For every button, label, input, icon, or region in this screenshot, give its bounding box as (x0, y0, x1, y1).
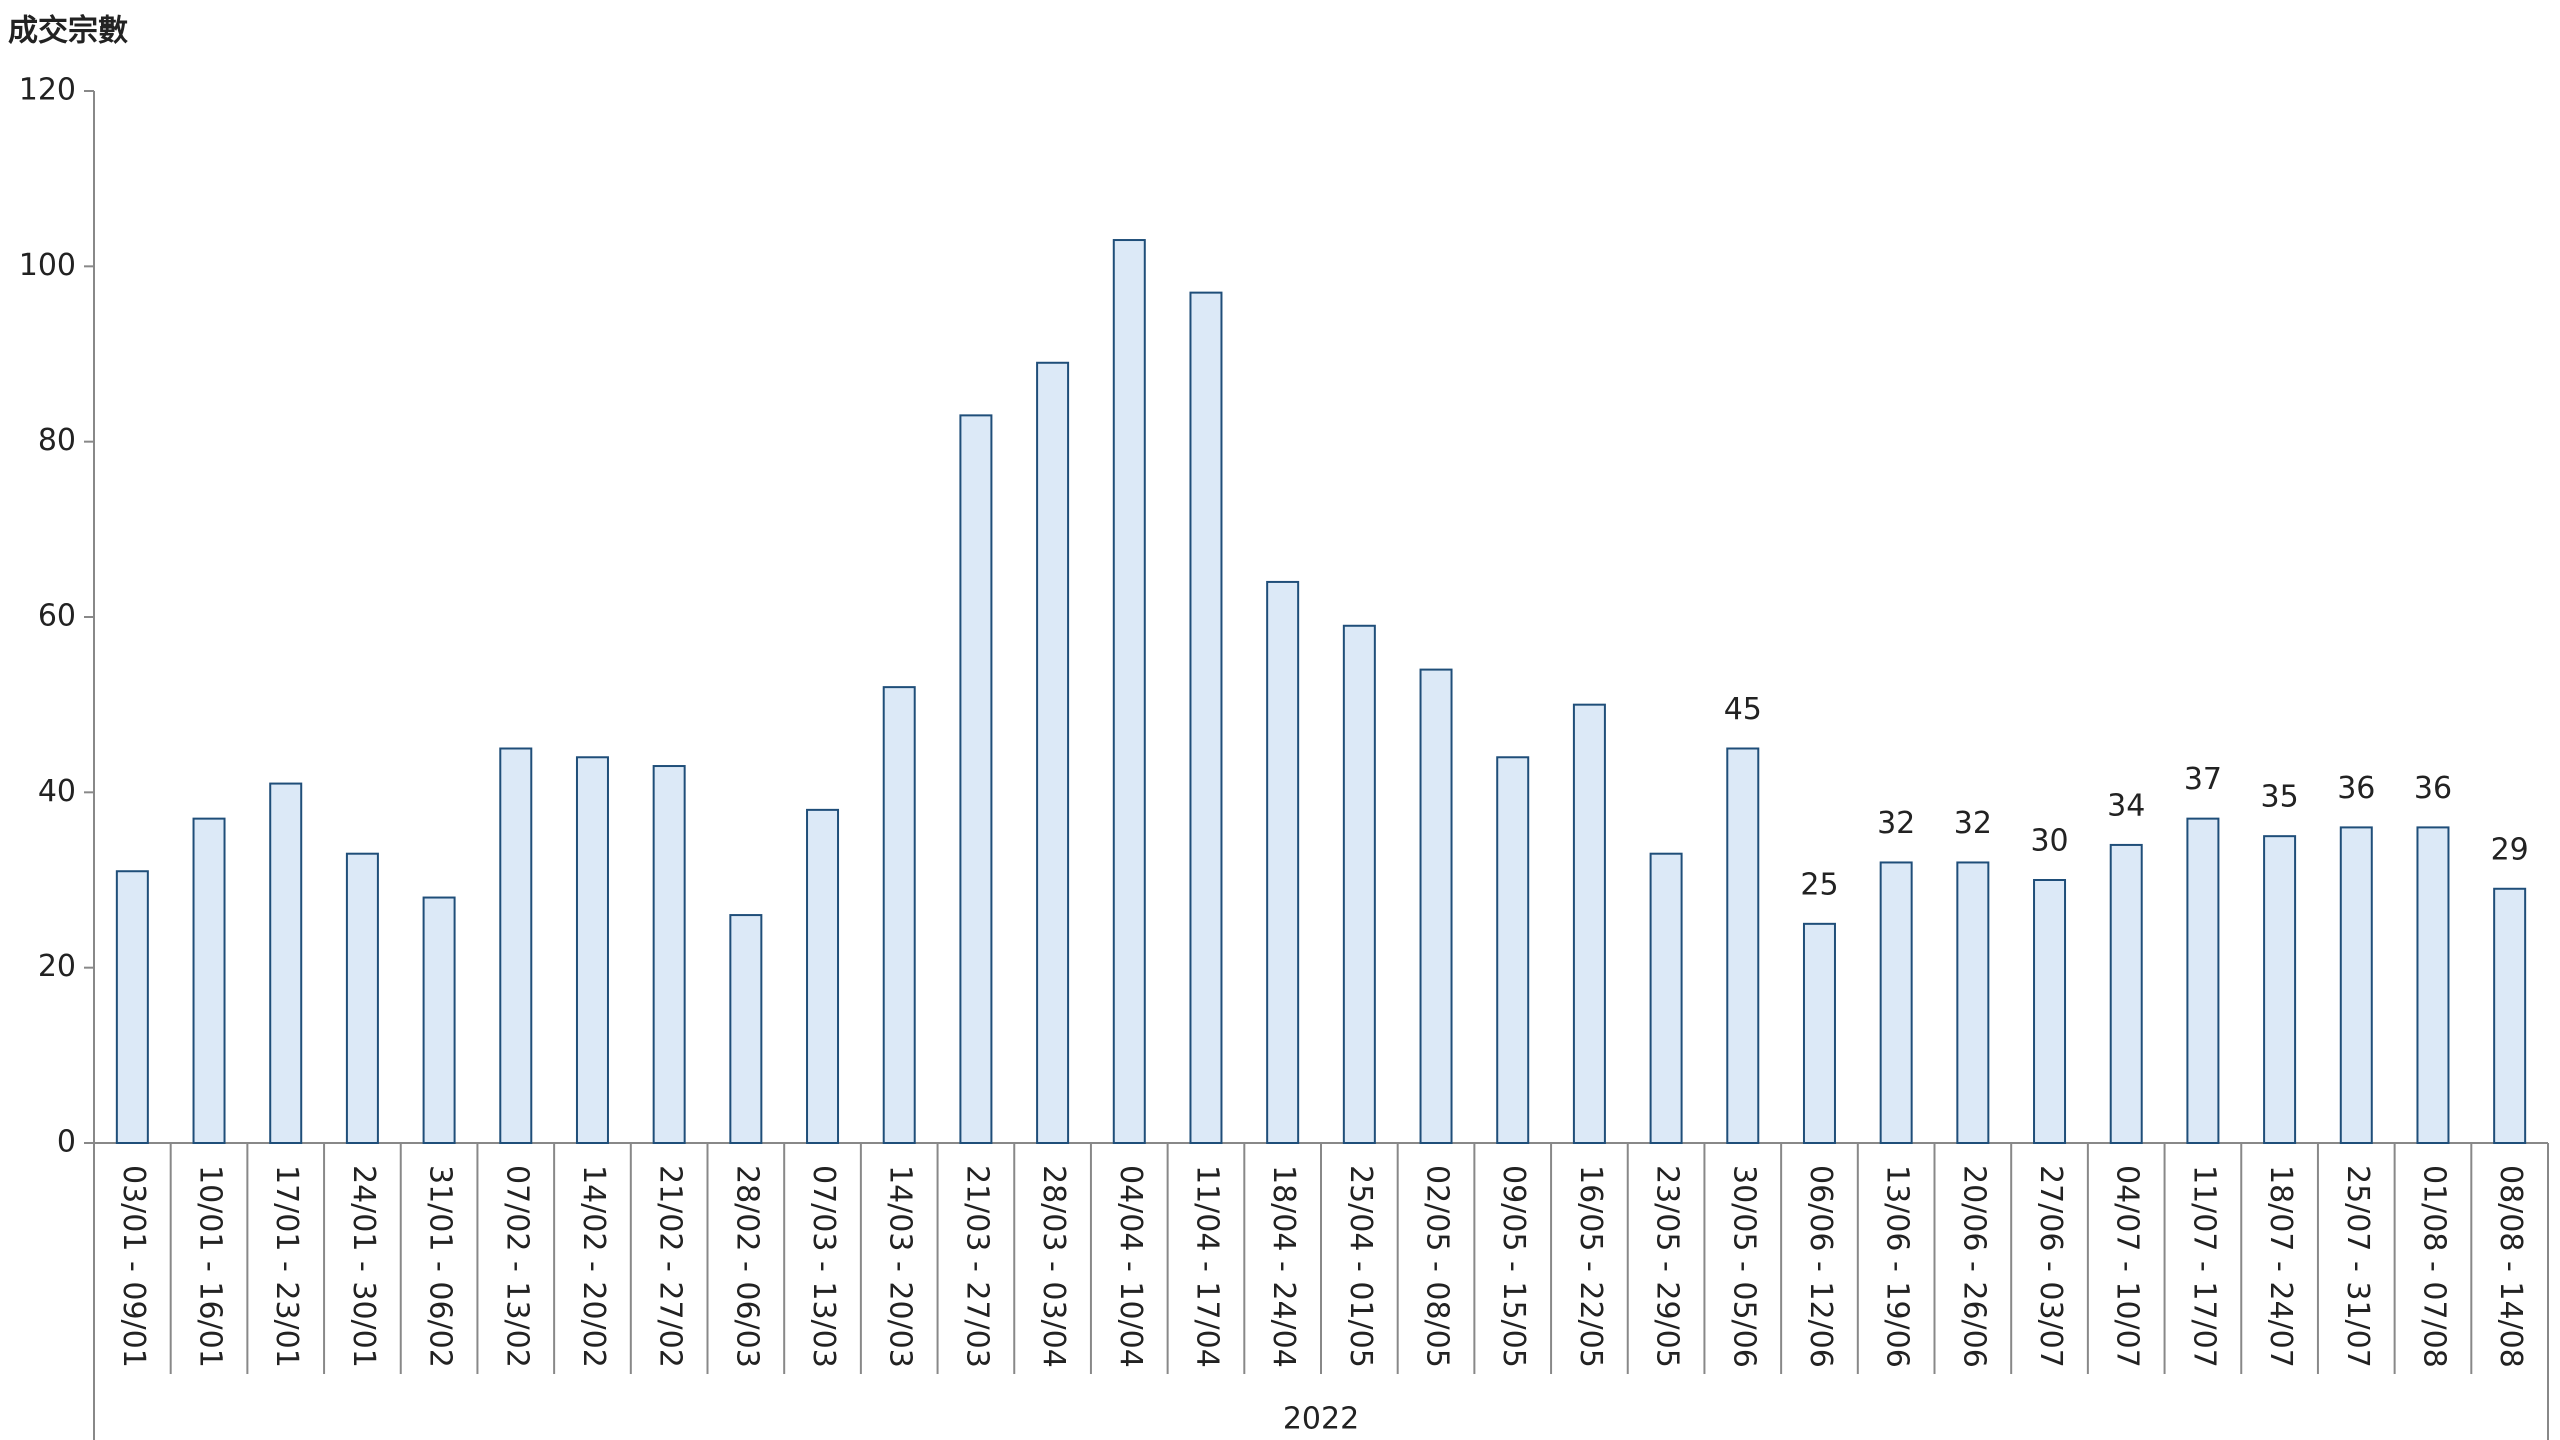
data-label: 29 (2491, 832, 2529, 867)
data-label: 25 (1800, 867, 1838, 902)
data-label: 36 (2414, 771, 2452, 806)
y-tick-label: 0 (57, 1125, 76, 1160)
bar (1342, 624, 1376, 1144)
bar (806, 808, 840, 1144)
bar (2109, 843, 2143, 1145)
x-tick-label: 13/06 - 19/06 (1880, 1165, 1915, 1368)
data-label: 34 (2107, 788, 2145, 823)
data-label: 32 (1877, 806, 1915, 841)
x-tick-label: 24/01 - 30/01 (346, 1165, 381, 1368)
bar (1956, 861, 1990, 1144)
bar (499, 747, 533, 1144)
x-tick-label: 07/03 - 13/03 (806, 1165, 841, 1368)
y-tick-label: 20 (38, 949, 76, 984)
x-tick-label: 04/04 - 10/04 (1113, 1165, 1148, 1368)
bar (1649, 852, 1683, 1144)
x-tick-label: 06/06 - 12/06 (1803, 1165, 1838, 1368)
x-tick-label: 11/07 - 17/07 (2186, 1165, 2221, 1368)
x-tick-label: 18/07 - 24/07 (2263, 1165, 2298, 1368)
bar (192, 817, 226, 1145)
y-tick-label: 100 (19, 248, 76, 283)
x-tick-label: 28/03 - 03/04 (1036, 1165, 1071, 1368)
bar (1879, 861, 1913, 1144)
y-tick-label: 40 (38, 774, 76, 809)
bar (882, 686, 916, 1145)
y-tick-label: 120 (19, 73, 76, 108)
x-tick-label: 01/08 - 07/08 (2416, 1165, 2451, 1368)
bar (1112, 239, 1146, 1145)
x-tick-label: 07/02 - 13/02 (499, 1165, 534, 1368)
bar (959, 414, 993, 1145)
x-tick-label: 30/05 - 05/06 (1726, 1165, 1761, 1368)
bar (2339, 826, 2373, 1145)
x-tick-label: 14/03 - 20/03 (883, 1165, 918, 1368)
x-group-label: 2022 (1283, 1402, 1359, 1437)
x-tick-label: 23/05 - 29/05 (1650, 1165, 1685, 1368)
x-tick-label: 10/01 - 16/01 (193, 1165, 228, 1368)
x-tick-label: 11/04 - 17/04 (1189, 1165, 1224, 1368)
bar (115, 870, 149, 1144)
x-tick-label: 25/07 - 31/07 (2340, 1165, 2375, 1368)
x-tick-label: 18/04 - 24/04 (1266, 1165, 1301, 1368)
data-label: 35 (2261, 780, 2299, 815)
bar (1189, 291, 1223, 1144)
bar (422, 896, 456, 1144)
x-tick-label: 28/02 - 06/03 (729, 1165, 764, 1368)
bar (2263, 835, 2297, 1145)
x-tick-label: 02/05 - 08/05 (1420, 1165, 1455, 1368)
data-label: 32 (1954, 806, 1992, 841)
bar (1036, 361, 1070, 1144)
data-label: 30 (2030, 824, 2068, 859)
bar (1572, 703, 1606, 1145)
x-tick-label: 21/03 - 27/03 (959, 1165, 994, 1368)
x-tick-label: 04/07 - 10/07 (2110, 1165, 2145, 1368)
x-tick-label: 16/05 - 22/05 (1573, 1165, 1608, 1368)
x-tick-label: 08/08 - 14/08 (2493, 1165, 2528, 1368)
bar (2493, 887, 2527, 1144)
bar (2186, 817, 2220, 1145)
bar (2416, 826, 2450, 1145)
x-tick-label: 09/05 - 15/05 (1496, 1165, 1531, 1368)
x-tick-label: 31/01 - 06/02 (423, 1165, 458, 1368)
bar (2033, 879, 2067, 1144)
data-label: 37 (2184, 762, 2222, 797)
y-axis-label: 成交宗數 (8, 14, 128, 49)
x-tick-label: 14/02 - 20/02 (576, 1165, 611, 1368)
bar (1266, 580, 1300, 1144)
x-tick-label: 27/06 - 03/07 (2033, 1165, 2068, 1368)
y-tick-label: 80 (38, 423, 76, 458)
data-label: 45 (1724, 692, 1762, 727)
bar (269, 782, 303, 1144)
bar (1496, 756, 1530, 1144)
bar (1419, 668, 1453, 1144)
data-label: 36 (2337, 771, 2375, 806)
bar (1802, 922, 1836, 1144)
x-tick-label: 17/01 - 23/01 (269, 1165, 304, 1368)
bar (652, 765, 686, 1144)
y-tick-label: 60 (38, 599, 76, 634)
bar (729, 914, 763, 1144)
bar (345, 852, 379, 1144)
bar (575, 756, 609, 1144)
bar (1726, 747, 1760, 1144)
x-tick-label: 03/01 - 09/01 (116, 1165, 151, 1368)
x-tick-label: 21/02 - 27/02 (653, 1165, 688, 1368)
x-tick-label: 20/06 - 26/06 (1956, 1165, 1991, 1368)
x-tick-label: 25/04 - 01/05 (1343, 1165, 1378, 1368)
